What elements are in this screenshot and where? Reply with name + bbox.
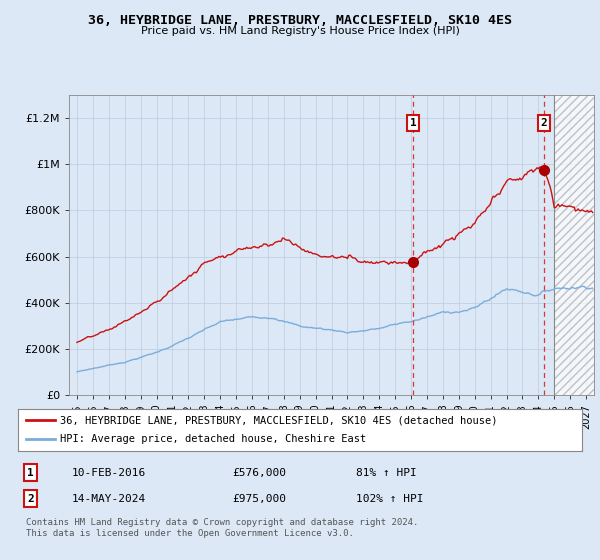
Text: £576,000: £576,000: [232, 468, 286, 478]
Text: 36, HEYBRIDGE LANE, PRESTBURY, MACCLESFIELD, SK10 4ES (detached house): 36, HEYBRIDGE LANE, PRESTBURY, MACCLESFI…: [60, 415, 498, 425]
Text: 36, HEYBRIDGE LANE, PRESTBURY, MACCLESFIELD, SK10 4ES: 36, HEYBRIDGE LANE, PRESTBURY, MACCLESFI…: [88, 14, 512, 27]
Text: Contains HM Land Registry data © Crown copyright and database right 2024.
This d: Contains HM Land Registry data © Crown c…: [26, 518, 419, 538]
Text: 10-FEB-2016: 10-FEB-2016: [71, 468, 146, 478]
Text: £975,000: £975,000: [232, 493, 286, 503]
Text: HPI: Average price, detached house, Cheshire East: HPI: Average price, detached house, Ches…: [60, 435, 367, 445]
Text: 14-MAY-2024: 14-MAY-2024: [71, 493, 146, 503]
Text: 1: 1: [410, 118, 416, 128]
Text: 102% ↑ HPI: 102% ↑ HPI: [356, 493, 424, 503]
Text: 2: 2: [541, 118, 548, 128]
Text: 1: 1: [27, 468, 34, 478]
Text: 2: 2: [27, 493, 34, 503]
Text: 81% ↑ HPI: 81% ↑ HPI: [356, 468, 417, 478]
Polygon shape: [554, 95, 594, 395]
Text: Price paid vs. HM Land Registry's House Price Index (HPI): Price paid vs. HM Land Registry's House …: [140, 26, 460, 36]
